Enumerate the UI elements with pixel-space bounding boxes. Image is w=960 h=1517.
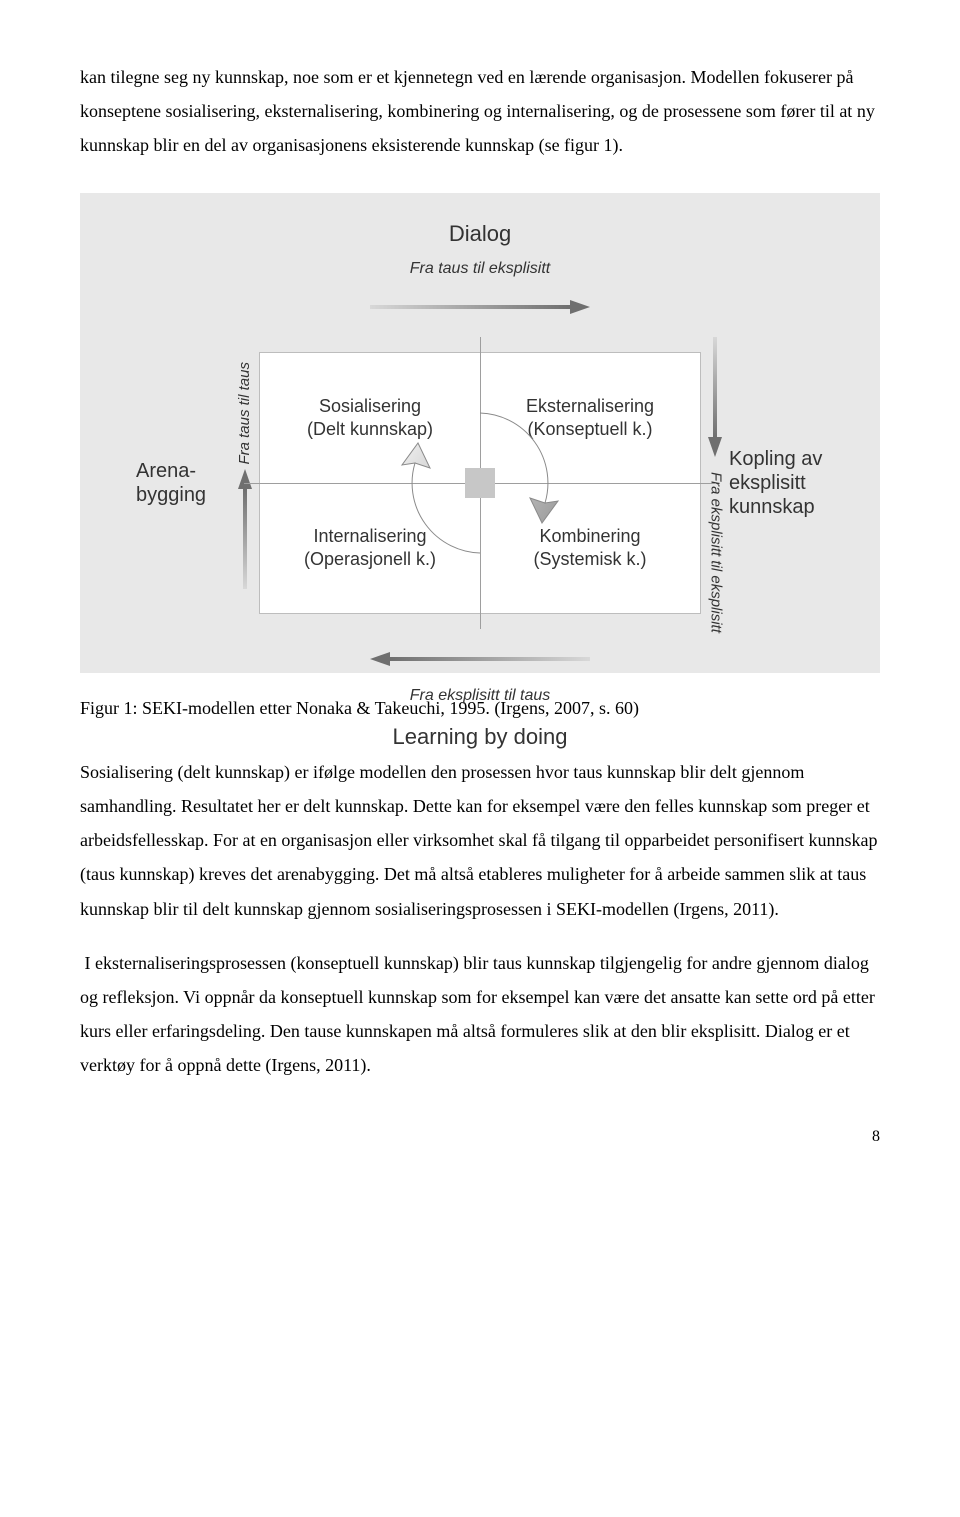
body-paragraph-2: Sosialisering (delt kunnskap) er ifølge … xyxy=(80,755,880,926)
cell-bl-l2: (Operasjonell k.) xyxy=(304,548,436,571)
left-title: Arena- bygging xyxy=(136,459,231,507)
cell-tl-l2: (Delt kunnskap) xyxy=(307,418,433,441)
center-square xyxy=(465,468,495,498)
bottom-arrow-icon xyxy=(90,643,870,677)
bottom-subtitle: Fra eksplisitt til taus xyxy=(90,681,870,711)
right-title: Kopling av eksplisitt kunnskap xyxy=(729,447,824,519)
top-arrow-icon xyxy=(90,291,870,325)
cell-tr-l1: Eksternalisering xyxy=(526,395,654,418)
intro-paragraph: kan tilegne seg ny kunnskap, noe som er … xyxy=(80,60,880,163)
cell-sosialisering: Sosialisering (Delt kunnskap) xyxy=(260,353,480,483)
page-number: 8 xyxy=(80,1122,880,1152)
cell-kombinering: Kombinering (Systemisk k.) xyxy=(480,483,700,613)
figure-1: Dialog Fra taus til eksplisitt Arena- by… xyxy=(80,193,880,725)
cell-br-l1: Kombinering xyxy=(539,525,640,548)
top-title: Dialog xyxy=(90,213,870,255)
left-title-l1: Arena- xyxy=(136,460,196,482)
cell-br-l2: (Systemisk k.) xyxy=(533,548,646,571)
cell-tl-l1: Sosialisering xyxy=(319,395,421,418)
cell-tr-l2: (Konseptuell k.) xyxy=(527,418,652,441)
right-arrow-icon xyxy=(708,337,722,468)
left-subtitle: Fra taus til taus xyxy=(231,362,260,465)
left-title-l2: bygging xyxy=(136,484,206,506)
cell-internalisering: Internalisering (Operasjonell k.) xyxy=(260,483,480,613)
cell-bl-l1: Internalisering xyxy=(313,525,426,548)
bottom-title: Learning by doing xyxy=(90,716,870,758)
seki-grid: Sosialisering (Delt kunnskap) Eksternali… xyxy=(259,352,701,614)
right-title-l1: Kopling av xyxy=(729,448,822,470)
right-title-l2: eksplisitt xyxy=(729,472,806,494)
cell-eksternalisering: Eksternalisering (Konseptuell k.) xyxy=(480,353,700,483)
top-subtitle: Fra taus til eksplisitt xyxy=(90,254,870,284)
seki-diagram: Dialog Fra taus til eksplisitt Arena- by… xyxy=(80,193,880,673)
left-arrow-icon xyxy=(238,469,252,600)
right-title-l3: kunnskap xyxy=(729,496,815,518)
body-paragraph-3: I eksternaliseringsprosessen (konseptuel… xyxy=(80,946,880,1083)
right-subtitle: Fra eksplisitt til eksplisitt xyxy=(701,472,730,633)
